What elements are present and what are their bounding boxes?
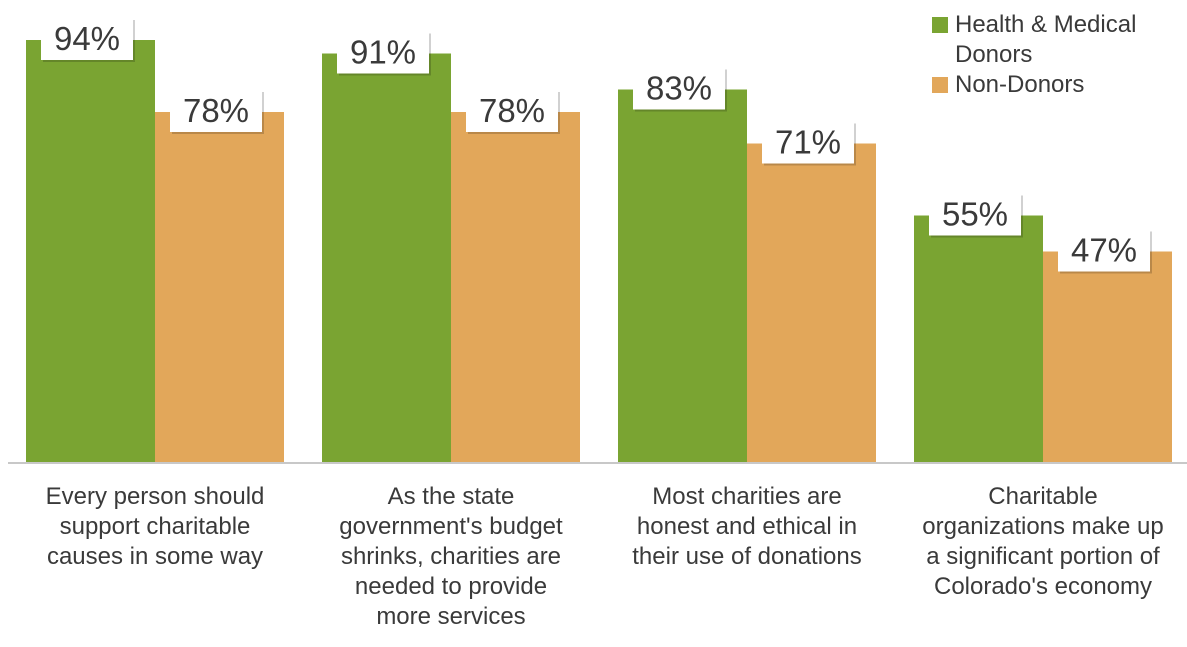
category-label-line: their use of donations xyxy=(632,543,862,570)
category-label-line: government's budget xyxy=(339,513,563,540)
category-label-line: Charitable xyxy=(988,483,1098,510)
value-label-health-medical-donors-3: 83% xyxy=(633,67,727,112)
value-label-box xyxy=(170,90,262,132)
value-label-box xyxy=(633,67,725,110)
value-label-non-donors-2: 78% xyxy=(466,90,560,134)
category-label-3: Most charities are honest and ethical in t… xyxy=(597,482,897,572)
value-label-non-donors-1: 78% xyxy=(170,90,264,134)
bars-group xyxy=(26,40,1172,463)
value-label-text: 47% xyxy=(1071,232,1137,269)
bar-non-donors-1 xyxy=(155,112,284,463)
value-label-box xyxy=(929,193,1021,236)
category-label-line: As the state xyxy=(387,483,515,510)
category-label-line: a significant portion of xyxy=(926,543,1160,570)
value-label-text: 55% xyxy=(942,196,1008,233)
bar-non-donors-2 xyxy=(451,112,580,463)
value-label-non-donors-4: 47% xyxy=(1058,229,1152,274)
bar-non-donors-4 xyxy=(1043,251,1172,463)
bar-health-medical-donors-4 xyxy=(914,215,1043,463)
value-label-box xyxy=(1058,229,1150,272)
value-label-box xyxy=(762,121,854,164)
bar-health-medical-donors-3 xyxy=(618,89,747,463)
category-label-line: Colorado's economy xyxy=(933,573,1153,600)
category-label-line: honest and ethical in xyxy=(636,513,858,540)
bar-health-medical-donors-1 xyxy=(26,40,155,463)
value-label-non-donors-3: 71% xyxy=(762,121,856,166)
category-label-line: organizations make up xyxy=(922,513,1164,540)
value-label-text: 83% xyxy=(646,70,712,107)
value-label-health-medical-donors-2: 91% xyxy=(337,31,431,76)
legend-swatch-non-donors xyxy=(932,77,948,93)
category-label-4: Charitable organizations make up a signifi… xyxy=(893,482,1187,602)
value-labels-group: 94% 78% 91% 78% 83% 71% 55% 47% xyxy=(41,18,1152,274)
value-label-text: 78% xyxy=(183,92,249,129)
category-label-1: Every person should support charitable cau… xyxy=(5,482,305,572)
bar-non-donors-3 xyxy=(747,143,876,463)
value-label-box xyxy=(466,90,558,132)
value-label-text: 71% xyxy=(775,124,841,161)
legend-item-donors: Health & Medical Donors xyxy=(932,10,1175,70)
value-label-text: 94% xyxy=(54,20,120,57)
bar-health-medical-donors-2 xyxy=(322,53,451,463)
category-label-line: shrinks, charities are xyxy=(340,543,562,570)
category-label-2: As the state government's budget shrinks, … xyxy=(301,482,601,632)
category-label-line: Most charities are xyxy=(652,483,842,510)
category-label-line: needed to provide xyxy=(354,573,548,600)
value-label-box xyxy=(41,18,133,60)
category-label-line: Every person should xyxy=(45,483,265,510)
legend-item-non-donors: Non-Donors xyxy=(932,70,1175,100)
value-label-text: 91% xyxy=(350,34,416,71)
legend-label-non-donors: Non-Donors xyxy=(955,71,1085,98)
value-label-health-medical-donors-4: 55% xyxy=(929,193,1023,238)
legend: Health & Medical Donors Non-Donors xyxy=(932,10,1175,100)
value-label-text: 78% xyxy=(479,92,545,129)
category-label-line: causes in some way xyxy=(46,543,264,570)
category-label-line: support charitable xyxy=(59,513,251,540)
legend-swatch-donors xyxy=(932,17,948,33)
value-label-health-medical-donors-1: 94% xyxy=(41,18,135,62)
category-label-line: more services xyxy=(376,603,526,630)
legend-label-donors: Health & Medical Donors xyxy=(955,11,1137,68)
value-label-box xyxy=(337,31,429,74)
